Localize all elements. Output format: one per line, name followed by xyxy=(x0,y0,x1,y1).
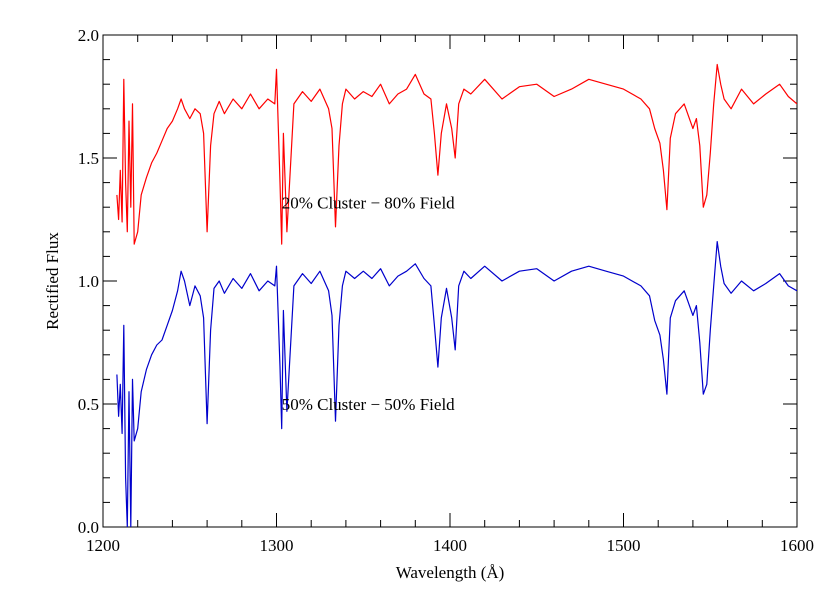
x-tick-label: 1200 xyxy=(86,536,120,555)
series-layer xyxy=(116,63,797,527)
annotation-50-cluster: 50% Cluster − 50% Field xyxy=(282,395,455,414)
x-axis-ticks: 1200 1300 1400 1500 1600 xyxy=(86,35,814,555)
annotation-20-cluster: 20% Cluster − 80% Field xyxy=(282,193,455,212)
y-tick-label: 2.0 xyxy=(78,26,99,45)
annotations: 20% Cluster − 80% Field 50% Cluster − 50%… xyxy=(282,193,455,414)
plot-frame xyxy=(102,34,798,528)
x-tick-label: 1600 xyxy=(780,536,814,555)
y-tick-label: 1.5 xyxy=(78,149,99,168)
x-tick-label: 1300 xyxy=(260,536,294,555)
y-axis-label: Rectified Flux xyxy=(43,232,62,330)
y-axis-ticks: 0.0 0.5 1.0 1.5 2.0 xyxy=(78,26,797,537)
y-tick-label: 0.5 xyxy=(78,395,99,414)
x-axis-label: Wavelength (Å) xyxy=(396,563,505,582)
series-line-blue xyxy=(116,241,797,527)
y-tick-label: 1.0 xyxy=(78,272,99,291)
x-tick-label: 1500 xyxy=(607,536,641,555)
x-tick-label: 1400 xyxy=(433,536,467,555)
series-line-red xyxy=(116,63,797,245)
y-tick-label: 0.0 xyxy=(78,518,99,537)
